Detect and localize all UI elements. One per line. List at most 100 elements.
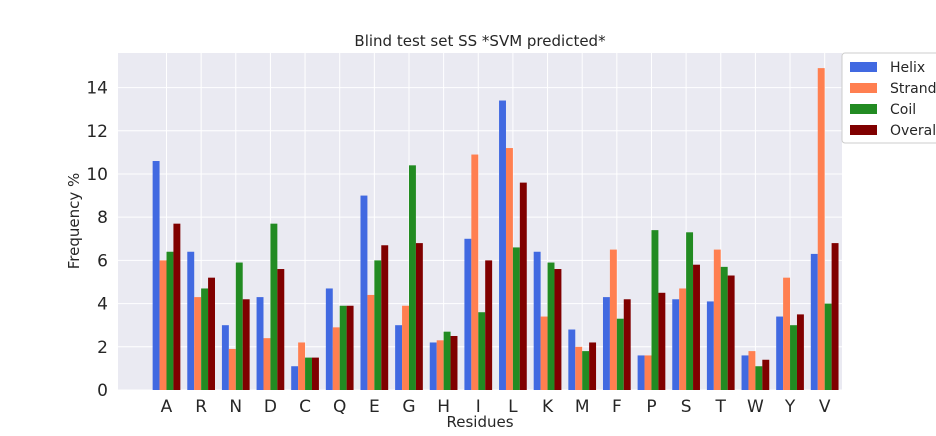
bar-coil bbox=[201, 288, 209, 390]
y-tick-label: 14 bbox=[86, 79, 108, 99]
y-tick-label: 2 bbox=[97, 338, 108, 358]
y-tick-label: 12 bbox=[86, 122, 108, 142]
bar-strand bbox=[298, 342, 306, 390]
chart-title: Blind test set SS *SVM predicted* bbox=[354, 32, 606, 50]
bar-helix bbox=[395, 325, 403, 390]
bar-helix bbox=[221, 325, 229, 390]
x-axis-label: Residues bbox=[446, 413, 513, 431]
x-tick-label: N bbox=[229, 397, 242, 417]
bar-helix bbox=[568, 329, 576, 390]
bar-helix bbox=[291, 366, 299, 390]
bar-helix bbox=[187, 251, 195, 390]
bar-strand bbox=[263, 338, 271, 390]
bar-overall bbox=[727, 275, 735, 390]
bar-strand bbox=[783, 277, 791, 390]
x-tick-label: A bbox=[161, 397, 173, 417]
bar-helix bbox=[810, 253, 818, 390]
legend-label-strand: Strand bbox=[890, 81, 936, 97]
bar-coil bbox=[720, 266, 728, 390]
bar-overall bbox=[693, 264, 700, 390]
bar-overall bbox=[173, 223, 181, 390]
bar-coil bbox=[235, 262, 243, 390]
bar-overall bbox=[623, 299, 631, 390]
bar-coil bbox=[790, 325, 797, 390]
x-tick-label: D bbox=[264, 397, 277, 417]
bar-strand bbox=[609, 249, 617, 390]
bar-overall bbox=[658, 292, 666, 390]
bar-helix bbox=[499, 100, 506, 391]
bar-helix bbox=[776, 316, 784, 390]
bar-coil bbox=[686, 232, 694, 390]
bar-overall bbox=[485, 260, 493, 390]
legend-swatch-strand bbox=[850, 83, 877, 93]
bar-strand bbox=[540, 316, 548, 390]
bar-strand bbox=[228, 348, 236, 390]
y-ticks: 0 2 4 6 8 10 12 14 bbox=[86, 79, 108, 401]
bar-helix bbox=[672, 299, 680, 390]
bar-strand bbox=[575, 346, 583, 390]
bar-overall bbox=[208, 277, 215, 390]
bar-strand bbox=[713, 249, 721, 390]
bar-overall bbox=[519, 182, 527, 390]
bar-coil bbox=[616, 318, 624, 390]
y-tick-label: 4 bbox=[97, 295, 108, 315]
bar-overall bbox=[381, 245, 389, 390]
bar-strand bbox=[332, 327, 340, 390]
legend-box bbox=[841, 52, 936, 144]
y-tick-label: 8 bbox=[97, 208, 108, 228]
bar-helix bbox=[152, 161, 160, 390]
y-tick-label: 6 bbox=[97, 251, 108, 271]
bar-helix bbox=[602, 297, 610, 390]
legend-swatch-coil bbox=[850, 104, 877, 114]
bar-coil bbox=[374, 260, 382, 390]
bar-strand bbox=[194, 297, 202, 390]
bar-coil bbox=[478, 312, 486, 390]
bar-helix bbox=[533, 251, 541, 390]
bar-strand bbox=[644, 355, 652, 390]
bar-strand bbox=[471, 154, 479, 390]
bar-overall bbox=[831, 243, 839, 390]
bar-coil bbox=[512, 247, 520, 390]
x-tick-label: L bbox=[508, 397, 518, 417]
bar-coil bbox=[582, 351, 590, 390]
legend-label-overall: Overall bbox=[890, 123, 936, 139]
bar-overall bbox=[242, 299, 250, 390]
bar-coil bbox=[651, 230, 659, 390]
bar-strand bbox=[679, 288, 687, 390]
x-tick-label: R bbox=[195, 397, 207, 417]
legend-swatch-overall bbox=[850, 125, 877, 135]
x-tick-label: K bbox=[542, 397, 554, 417]
legend-label-helix: Helix bbox=[890, 60, 925, 76]
bar-helix bbox=[360, 195, 368, 390]
bar-helix bbox=[464, 238, 472, 390]
bar-helix bbox=[706, 301, 714, 390]
bar-helix bbox=[325, 288, 333, 390]
bar-coil bbox=[408, 165, 416, 390]
bar-coil bbox=[824, 303, 832, 390]
bar-strand bbox=[748, 351, 756, 390]
x-tick-label: M bbox=[575, 397, 590, 417]
bars bbox=[152, 68, 839, 391]
x-tick-label: Y bbox=[784, 397, 796, 417]
bar-helix bbox=[256, 297, 264, 390]
x-tick-label: H bbox=[437, 397, 450, 417]
bar-strand bbox=[367, 294, 375, 390]
x-tick-label: P bbox=[646, 397, 656, 417]
bar-overall bbox=[589, 342, 597, 390]
y-axis-label: Frequency % bbox=[65, 173, 83, 270]
y-tick-label: 10 bbox=[86, 165, 108, 185]
bar-strand bbox=[402, 305, 409, 390]
bar-helix bbox=[429, 342, 437, 390]
bar-coil bbox=[547, 262, 555, 390]
x-tick-label: W bbox=[747, 397, 764, 417]
bar-strand bbox=[436, 340, 444, 390]
bar-overall bbox=[762, 359, 770, 390]
bar-coil bbox=[166, 251, 174, 390]
bar-coil bbox=[270, 223, 278, 390]
bar-overall bbox=[554, 269, 562, 390]
x-tick-label: E bbox=[369, 397, 380, 417]
legend: Helix Strand Coil Overall bbox=[841, 52, 936, 144]
bar-coil bbox=[755, 366, 763, 390]
